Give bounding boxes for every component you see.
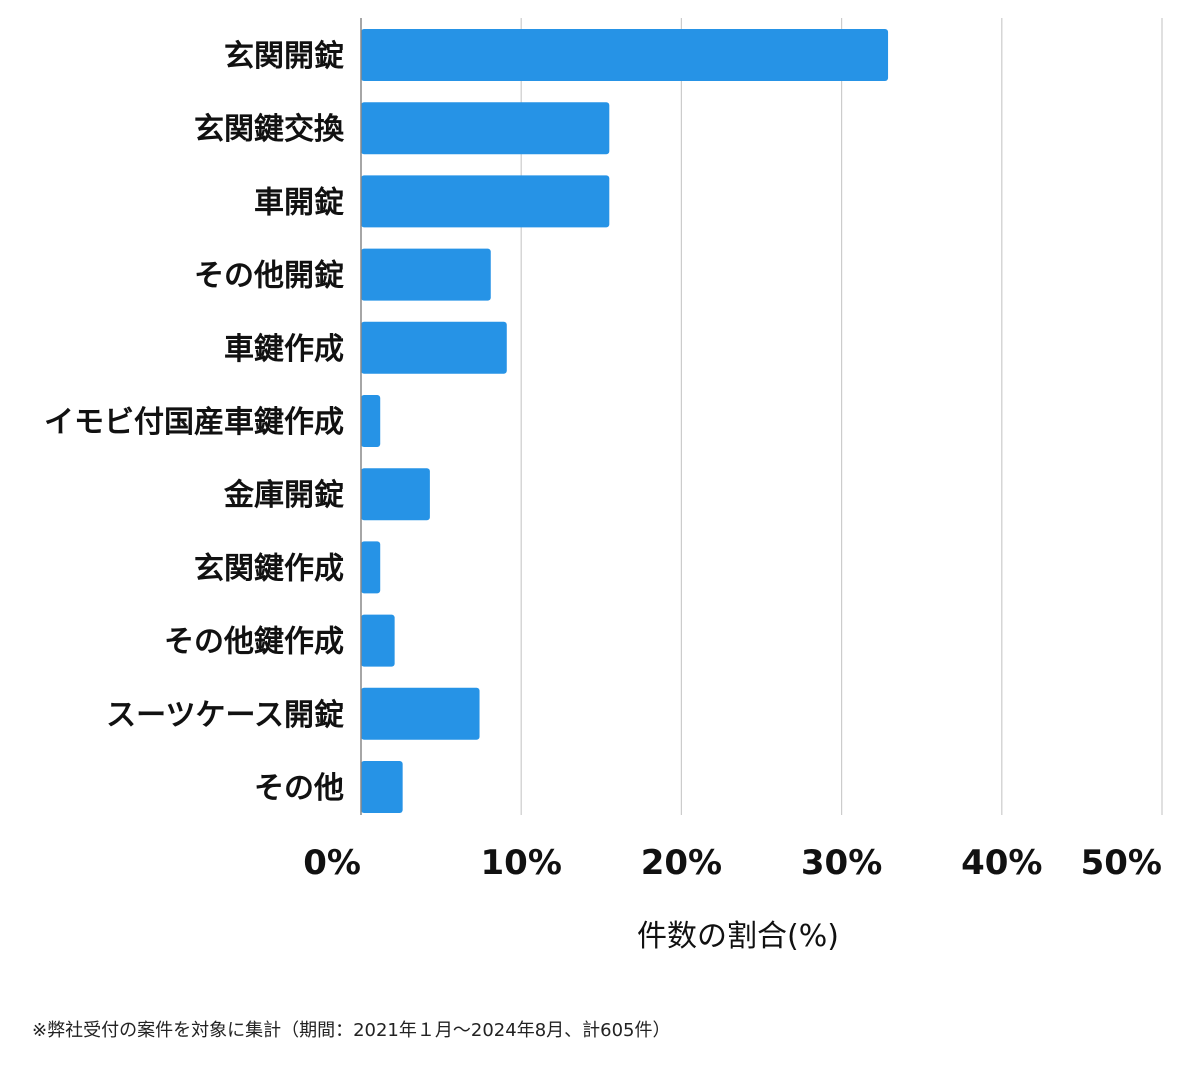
- bar-chart: 玄関開錠玄関鍵交換車開錠その他開錠車鍵作成イモビ付国産車鍵作成金庫開錠玄関鍵作成…: [44, 18, 1163, 954]
- category-label: 玄関鍵交換: [194, 112, 345, 147]
- bar: [361, 687, 480, 740]
- x-axis-title: 件数の割合(%): [637, 919, 839, 954]
- category-label: スーツケース開錠: [106, 698, 344, 733]
- x-tick-label: 0%: [303, 843, 361, 883]
- category-label: 玄関鍵作成: [194, 551, 344, 586]
- bar: [361, 761, 403, 813]
- category-label: その他鍵作成: [164, 625, 344, 660]
- x-tick-label: 40%: [961, 843, 1042, 883]
- bar: [361, 468, 430, 521]
- bar: [361, 29, 889, 81]
- bar: [361, 175, 610, 228]
- category-label: 玄関開錠: [224, 39, 344, 74]
- bar: [361, 395, 381, 447]
- bar: [361, 614, 395, 667]
- x-tick-label: 20%: [641, 843, 722, 883]
- bar: [361, 321, 507, 374]
- gridlines: [520, 18, 1163, 815]
- bar: [361, 541, 381, 594]
- x-tick-label: 10%: [481, 843, 562, 883]
- category-label: イモビ付国産車鍵作成: [44, 405, 344, 440]
- category-label: その他: [254, 771, 344, 806]
- footnote: ※弊社受付の案件を対象に集計（期間：2021年１月〜2024年8月、計605件）: [32, 1020, 671, 1041]
- bars: [361, 29, 889, 813]
- category-label: その他開錠: [194, 259, 344, 294]
- category-label: 金庫開錠: [223, 478, 344, 513]
- x-tick-labels: 0% 10% 20% 30% 40% 50%: [303, 843, 1162, 883]
- category-label: 車開錠: [254, 185, 344, 220]
- bar: [361, 248, 491, 301]
- x-tick-label: 30%: [801, 843, 882, 883]
- x-tick-label: 50%: [1081, 843, 1162, 883]
- bar: [361, 102, 610, 155]
- category-label: 車鍵作成: [224, 332, 344, 367]
- category-labels: 玄関開錠玄関鍵交換車開錠その他開錠車鍵作成イモビ付国産車鍵作成金庫開錠玄関鍵作成…: [44, 39, 345, 806]
